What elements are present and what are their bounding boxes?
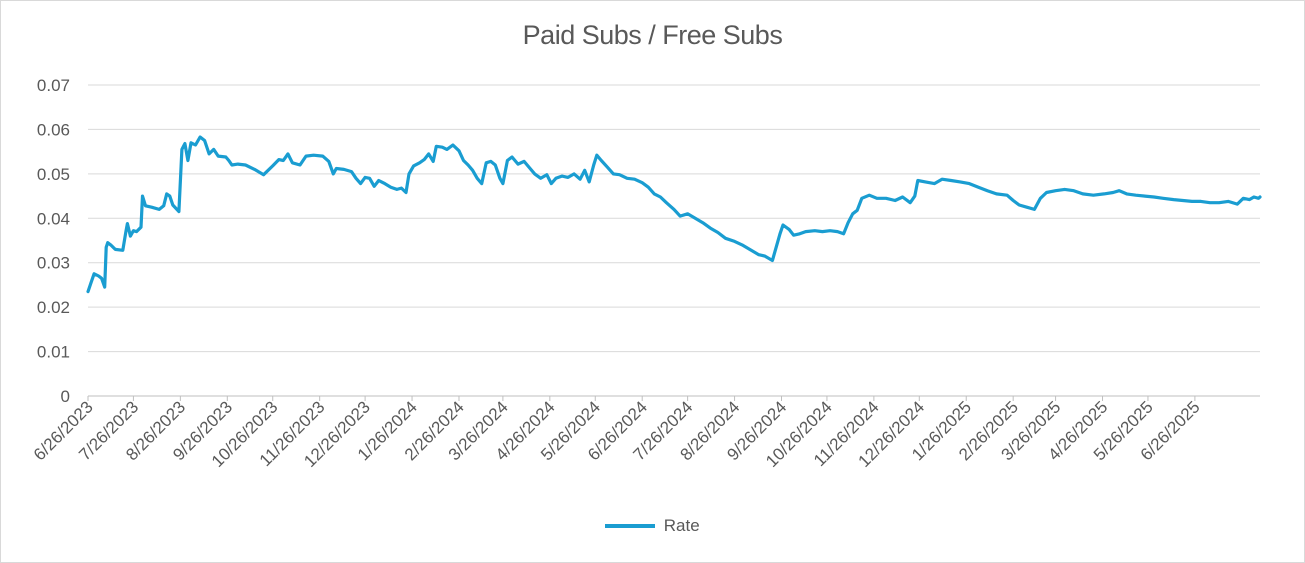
x-axis-tick-labels: 6/26/20237/26/20238/26/20239/26/202310/2… xyxy=(30,397,1204,471)
y-tick-label: 0.04 xyxy=(37,209,70,228)
x-axis xyxy=(87,395,1260,401)
y-tick-label: 0.05 xyxy=(37,165,70,184)
y-tick-label: 0 xyxy=(61,387,70,406)
y-tick-label: 0.07 xyxy=(37,76,70,95)
chart-title: Paid Subs / Free Subs xyxy=(522,20,783,50)
gridlines xyxy=(88,84,1260,353)
y-tick-label: 0.02 xyxy=(37,298,70,317)
legend: Rate xyxy=(0,516,1305,536)
y-tick-label: 0.01 xyxy=(37,343,70,362)
y-axis-tick-labels: 0 0.01 0.02 0.03 0.04 0.05 0.06 0.07 xyxy=(37,76,70,406)
y-tick-label: 0.06 xyxy=(37,120,70,139)
series-line-rate xyxy=(86,135,1262,294)
series-layer xyxy=(86,135,1262,294)
legend-swatch-rate xyxy=(605,524,656,528)
legend-label-rate: Rate xyxy=(663,516,700,535)
y-tick-label: 0.03 xyxy=(37,254,70,273)
